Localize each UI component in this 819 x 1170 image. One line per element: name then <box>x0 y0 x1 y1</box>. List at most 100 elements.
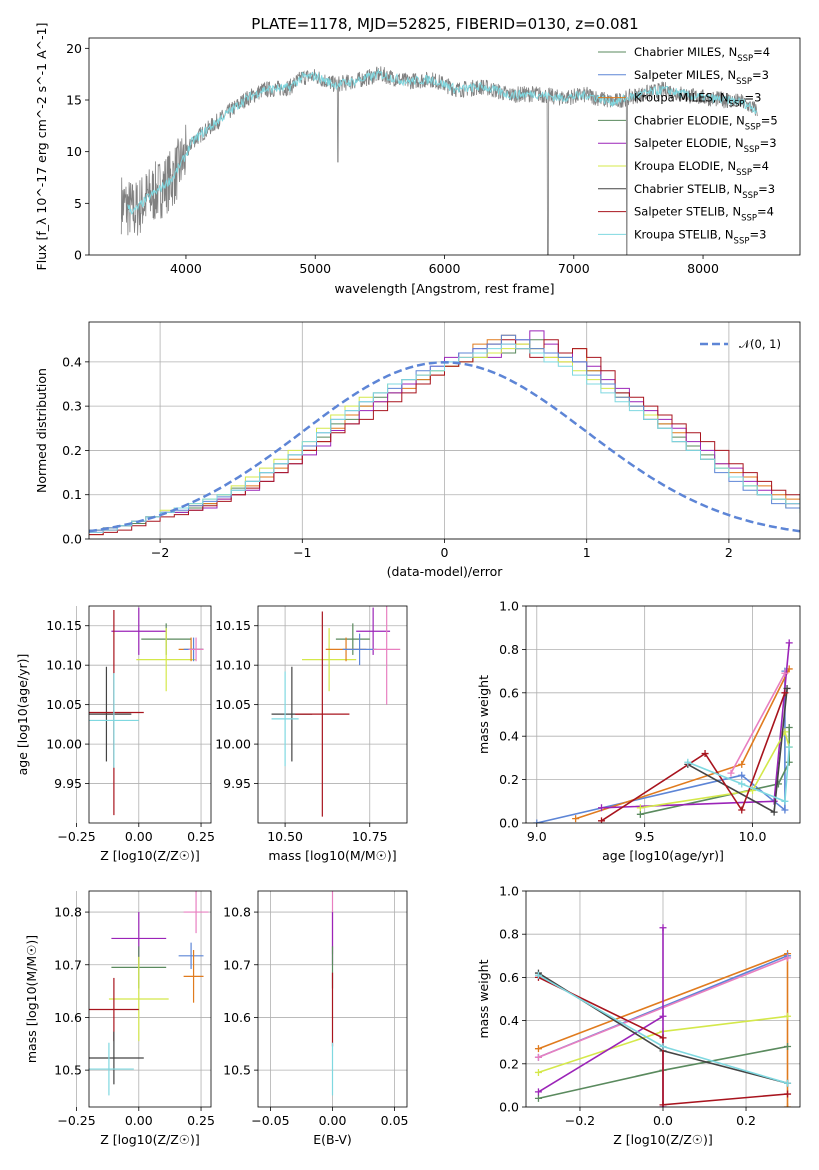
weight-series-1 <box>575 668 790 820</box>
y-tick-label: 9.95 <box>223 776 251 791</box>
weight-marker <box>534 1068 542 1076</box>
age-vs-Z-xlabel: Z [log10(Z/Z☉)] <box>100 848 200 863</box>
model-spectrum-line <box>127 68 758 215</box>
weight-marker <box>533 819 541 823</box>
x-tick-label: −2 <box>151 545 169 560</box>
errorbar-point-1 <box>183 891 209 934</box>
legend-entry: Kroupa MILES, NSSP=3 <box>634 91 761 110</box>
weight-series-4 <box>640 729 790 809</box>
y-tick-label: 0.1 <box>62 487 82 502</box>
legend-normal: 𝒩(0, 1) <box>739 337 781 351</box>
weight-series-0 <box>536 671 786 823</box>
residual-hist-axes: −2 −1 0 1 2 0.0 0.1 0.2 0.3 0.4 <box>62 322 800 560</box>
x-tick-label: 0.0 <box>653 1113 673 1128</box>
x-tick-label: 9.0 <box>527 829 547 844</box>
errorbar-point-0 <box>111 607 167 655</box>
y-tick-label: 10.05 <box>46 697 82 712</box>
legend-value: =5 <box>761 113 778 127</box>
weight-marker <box>659 1034 667 1042</box>
x-tick-label: 7000 <box>558 261 590 276</box>
weight-vs-Z-xlabel: Z [log10(Z/Z☉)] <box>613 1132 713 1147</box>
x-tick-label: 10.75 <box>352 829 388 844</box>
weight-marker <box>636 804 644 812</box>
spectrum-plot <box>120 66 758 255</box>
x-tick-label: −0.05 <box>251 1113 289 1128</box>
age-vs-mass-plot <box>271 606 401 817</box>
errorbar-point-7 <box>295 611 350 817</box>
x-tick-label: −0.25 <box>57 1113 95 1128</box>
x-tick-label: −0.25 <box>57 829 95 844</box>
y-tick-label: 10.10 <box>215 658 251 673</box>
y-tick-label: 10.15 <box>215 618 251 633</box>
age-vs-Z-ylabel: age [log10(age/yr)] <box>15 654 30 776</box>
weight-marker <box>770 797 778 805</box>
y-tick-label: 0.6 <box>499 970 519 985</box>
weight-marker <box>659 1012 667 1020</box>
weight-marker <box>598 804 606 812</box>
weight-marker <box>770 808 778 816</box>
y-tick-label: 0.2 <box>499 1056 519 1071</box>
mass-vs-Z-plot <box>89 891 209 1096</box>
weight-marker <box>659 1101 667 1107</box>
weight-marker <box>785 758 793 766</box>
y-tick-label: 0.8 <box>499 642 519 657</box>
y-tick-label: 15 <box>66 93 82 108</box>
legend-subscript: SSP <box>741 214 757 224</box>
y-tick-label: 10.10 <box>46 658 82 673</box>
weight-series-7 <box>538 976 788 1106</box>
y-tick-label: 10.6 <box>223 1010 251 1025</box>
y-tick-label: 1.0 <box>499 599 519 614</box>
age-vs-Z-plot <box>89 607 204 816</box>
weight-marker <box>534 1053 542 1061</box>
y-tick-label: 10.00 <box>46 737 82 752</box>
weight-marker <box>636 810 644 818</box>
x-tick-label: 10.0 <box>739 829 767 844</box>
spectrum-frame <box>88 37 801 256</box>
weight-marker <box>784 954 792 962</box>
mass-vs-Z-ylabel: mass [log10(M/M☉)] <box>24 935 39 1063</box>
legend-value: =4 <box>752 159 769 173</box>
y-tick-label: 0.4 <box>499 729 519 744</box>
weight-marker <box>785 724 793 732</box>
age-vs-mass-xlabel: mass [log10(M/M☉)] <box>268 848 396 863</box>
y-tick-label: 10.8 <box>223 905 251 920</box>
legend-value: =3 <box>744 91 761 105</box>
y-tick-label: 10.6 <box>54 1010 82 1025</box>
age-vs-mass-axes: 10.50 10.75 9.95 10.00 10.05 10.10 10.15 <box>215 606 407 844</box>
weight-vs-Z-frame <box>525 890 801 1108</box>
weight-marker <box>784 1103 792 1107</box>
weight-marker <box>534 1088 542 1096</box>
weight-series-6 <box>601 692 786 822</box>
x-tick-label: 10.50 <box>267 829 303 844</box>
spectrum-legend: Chabrier MILES, NSSP=4 Salpeter MILES, NS… <box>598 45 778 246</box>
legend-subscript: SSP <box>736 77 752 87</box>
x-tick-label: 6000 <box>429 261 461 276</box>
x-tick-label: −1 <box>293 545 311 560</box>
errorbar-point-6 <box>89 666 132 762</box>
legend-subscript: SSP <box>742 191 758 201</box>
x-tick-label: 0.05 <box>381 1113 409 1128</box>
y-tick-label: 0.3 <box>62 399 82 414</box>
y-tick-label: 0.4 <box>62 354 82 369</box>
legend-subscript: SSP <box>736 168 752 178</box>
weight-marker <box>534 1094 542 1102</box>
weight-vs-age-frame <box>525 605 801 824</box>
x-tick-label: 2 <box>725 545 733 560</box>
mass-vs-ebv-axes: −0.05 0.00 0.05 10.5 10.6 10.7 10.8 <box>223 891 409 1128</box>
weight-marker <box>784 1012 792 1020</box>
legend-subscript: SSP <box>729 100 745 110</box>
x-tick-label: 5000 <box>299 261 331 276</box>
weight-marker <box>738 780 746 788</box>
legend-subscript: SSP <box>745 122 761 132</box>
y-tick-label: 0.6 <box>499 685 519 700</box>
legend-entry: Chabrier STELIB, NSSP=3 <box>634 182 775 201</box>
weight-marker <box>534 971 542 979</box>
weight-marker <box>781 669 789 677</box>
histogram-series-6 <box>89 343 800 533</box>
errorbar-point-4 <box>342 633 377 666</box>
legend-subscript: SSP <box>737 54 753 64</box>
spectrum-ylabel: Flux [f_λ 10^-17 erg cm^-2 s^-1 A^-1] <box>34 23 49 271</box>
errorbar-point-8 <box>271 671 299 767</box>
normal-curve <box>89 361 800 533</box>
